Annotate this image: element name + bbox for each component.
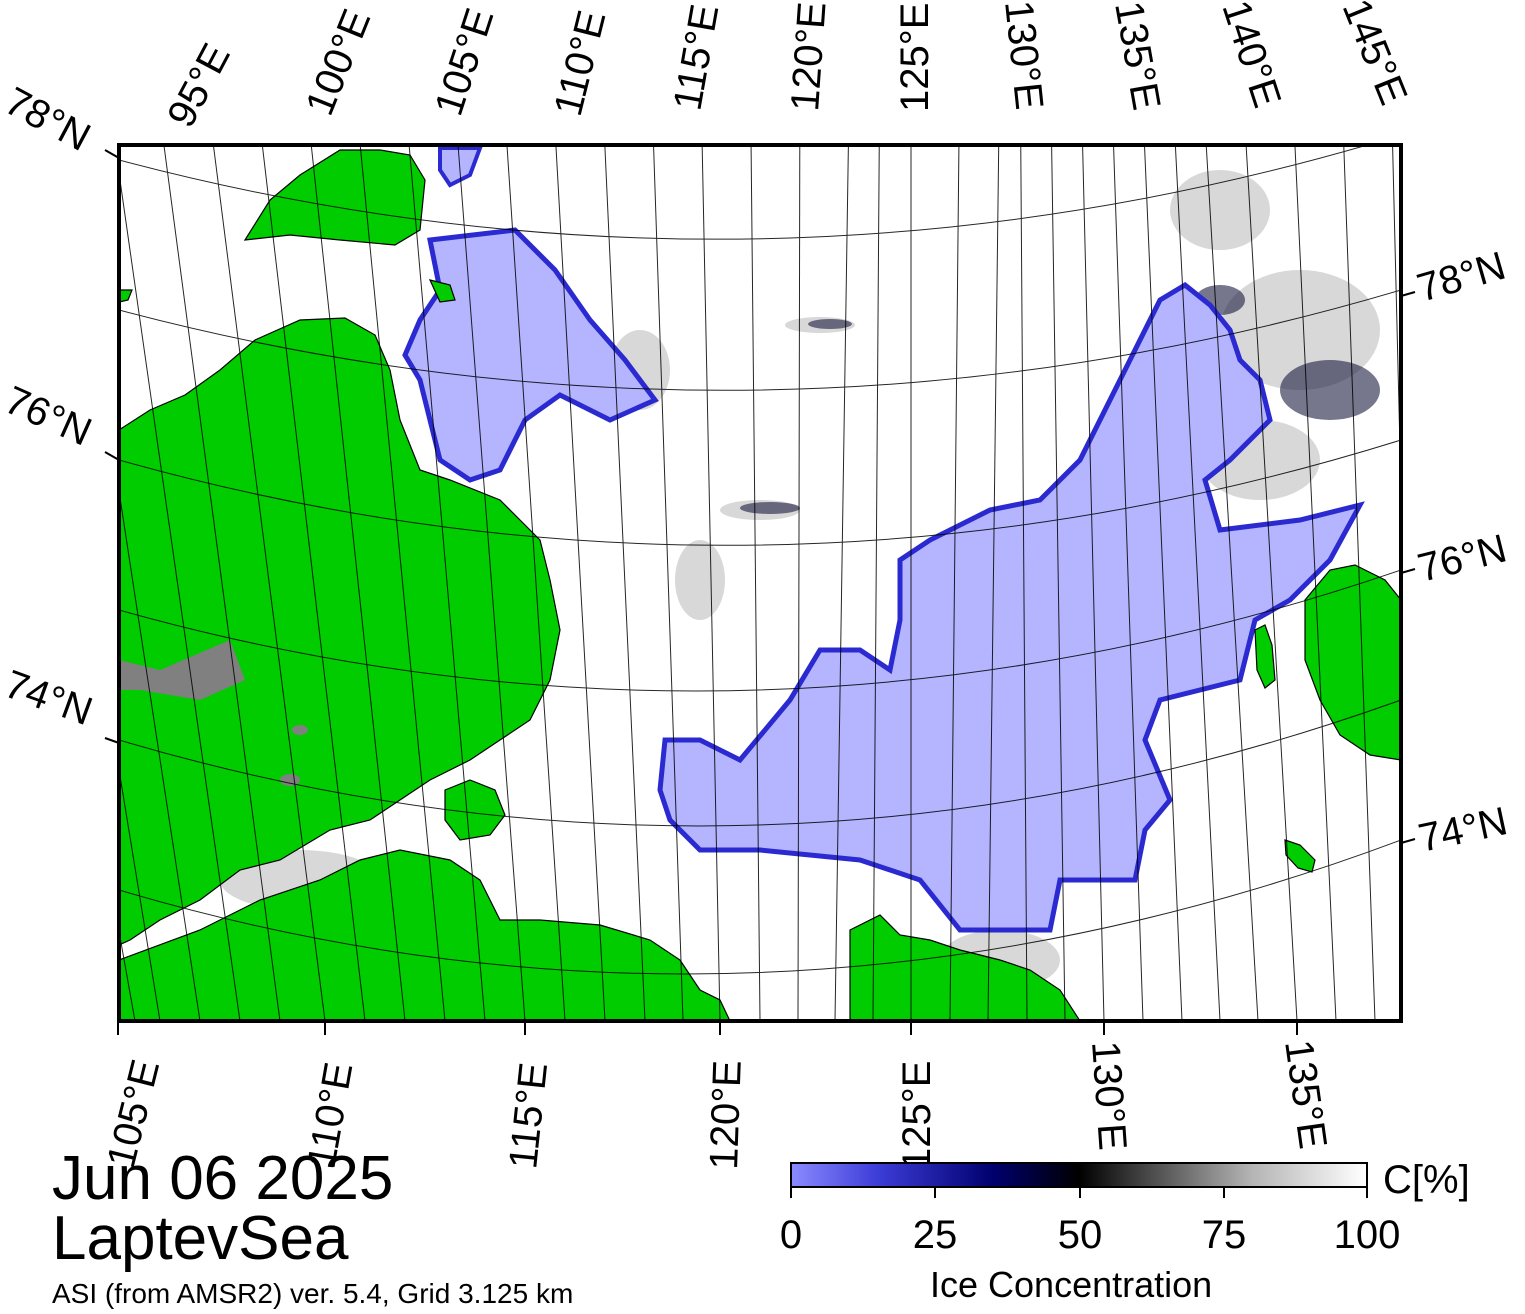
island-belkovsky — [1254, 624, 1276, 689]
top-lon-label: 95°E — [159, 37, 239, 135]
left-lat-label: 78°N — [0, 79, 97, 160]
top-lon-label: 140°E — [1213, 0, 1289, 113]
mainland-lena-delta — [849, 914, 1081, 1021]
top-lon-label: 130°E — [996, 0, 1051, 112]
right-lat-label: 74°N — [1415, 799, 1512, 861]
island-small-left — [119, 289, 133, 303]
island-bolshevik — [243, 149, 426, 246]
right-lat-labels: 78°N 76°N 74°N — [1412, 244, 1511, 861]
graticule — [119, 145, 1401, 1021]
colorbar — [790, 1162, 1368, 1188]
bottom-lon-label: 130°E — [1083, 1040, 1135, 1152]
right-lat-label: 76°N — [1414, 526, 1511, 590]
top-lon-label: 120°E — [783, 0, 835, 112]
bottom-lon-label: 120°E — [702, 1059, 750, 1170]
top-lon-label: 135°E — [1106, 0, 1168, 113]
top-lon-labels: 95°E 100°E 105°E 110°E 115°E 120°E 125°E… — [159, 0, 1415, 134]
bottom-lon-label: 125°E — [895, 1061, 939, 1170]
region-name: LaptevSea — [52, 1204, 349, 1273]
top-lon-label: 115°E — [666, 1, 728, 113]
map-area — [119, 145, 1401, 1021]
colorbar-tick-label: 25 — [912, 1213, 958, 1257]
polynya-east — [657, 281, 1365, 933]
island-small-nw — [428, 279, 456, 303]
right-lat-label: 78°N — [1412, 244, 1510, 311]
top-lon-label: 145°E — [1334, 0, 1416, 111]
bottom-lon-label: 115°E — [501, 1060, 556, 1170]
colorbar-tick-label: 0 — [779, 1213, 803, 1257]
island-kotelny — [1304, 564, 1401, 761]
left-lat-labels: 78°N 76°N 74°N — [0, 79, 98, 734]
colorbar-tick-label: 100 — [1333, 1213, 1401, 1257]
bottom-lon-label: 135°E — [1276, 1037, 1335, 1151]
top-lon-label: 125°E — [893, 3, 937, 112]
colorbar-tick-label: 50 — [1057, 1213, 1103, 1257]
colorbar-tick-label: 75 — [1201, 1213, 1247, 1257]
land — [119, 149, 1401, 1021]
map-frame — [117, 143, 1403, 1023]
taymyr-peninsula — [119, 317, 561, 946]
mainland-south-west — [119, 849, 731, 1021]
colorbar-title: Ice Concentration — [930, 1264, 1213, 1305]
top-lon-label: 105°E — [427, 3, 503, 121]
polynya-west — [402, 227, 659, 483]
frame-ticks — [104, 149, 1416, 1035]
data-source: ASI (from AMSR2) ver. 5.4, Grid 3.125 km — [52, 1278, 574, 1309]
left-lat-label: 74°N — [0, 662, 98, 734]
top-lon-label: 110°E — [546, 6, 614, 120]
island-begichev — [444, 779, 506, 841]
island-stolbovoy — [1284, 839, 1316, 873]
left-lat-label: 76°N — [0, 378, 98, 455]
map-date: Jun 06 2025 — [52, 1144, 394, 1213]
top-lon-label: 100°E — [298, 3, 380, 121]
colorbar-unit: C[%] — [1383, 1158, 1470, 1202]
